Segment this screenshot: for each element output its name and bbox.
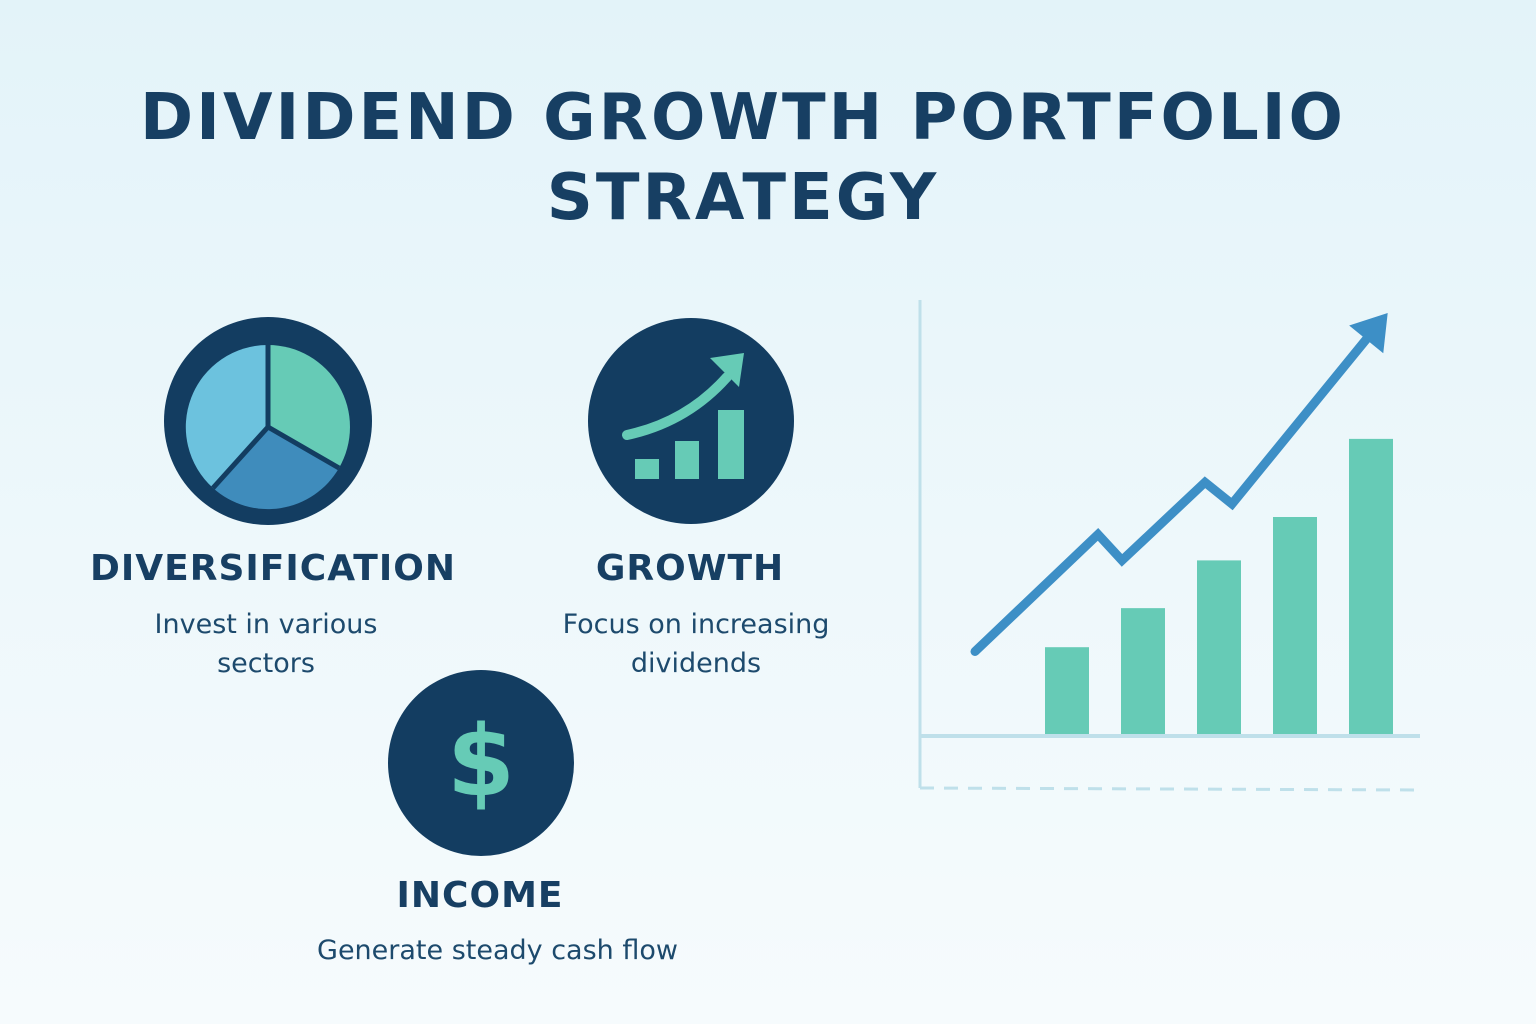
income-heading: INCOME — [396, 875, 564, 916]
diversification-desc-line-1: Invest in various — [154, 609, 378, 640]
dollar-sign-icon: $ — [387, 669, 575, 857]
income-desc-line-1: Generate steady cash flow — [317, 935, 678, 966]
dividend-growth-chart — [918, 300, 1421, 792]
diversification-description: Invest in various sectors — [86, 605, 446, 683]
svg-text:$: $ — [447, 705, 515, 819]
chart-dashed-baseline — [919, 786, 1421, 792]
growth-heading: GROWTH — [595, 548, 785, 589]
chart-bar — [1045, 647, 1089, 734]
title-line-1: DIVIDEND GROWTH PORTFOLIO — [140, 81, 1346, 155]
growth-description: Focus on increasing dividends — [522, 605, 870, 683]
chart-trend-arrowhead — [1349, 313, 1388, 354]
diversification-desc-line-2: sectors — [217, 648, 315, 679]
chart-trend-line — [970, 330, 1375, 657]
chart-bar — [1121, 608, 1165, 734]
chart-bar — [1197, 560, 1241, 734]
pie-chart-icon — [162, 315, 374, 527]
growth-desc-line-2: dividends — [630, 648, 762, 679]
growth-bars-arrow-icon — [587, 317, 795, 525]
growth-desc-line-1: Focus on increasing — [562, 609, 830, 640]
chart-bar — [1349, 438, 1393, 734]
chart-bar — [1273, 517, 1317, 734]
title-line-2: STRATEGY — [546, 161, 940, 235]
income-description: Generate steady cash flow — [270, 931, 725, 970]
page-title: DIVIDEND GROWTH PORTFOLIO STRATEGY — [0, 78, 1486, 238]
diversification-heading: DIVERSIFICATION — [90, 548, 456, 589]
